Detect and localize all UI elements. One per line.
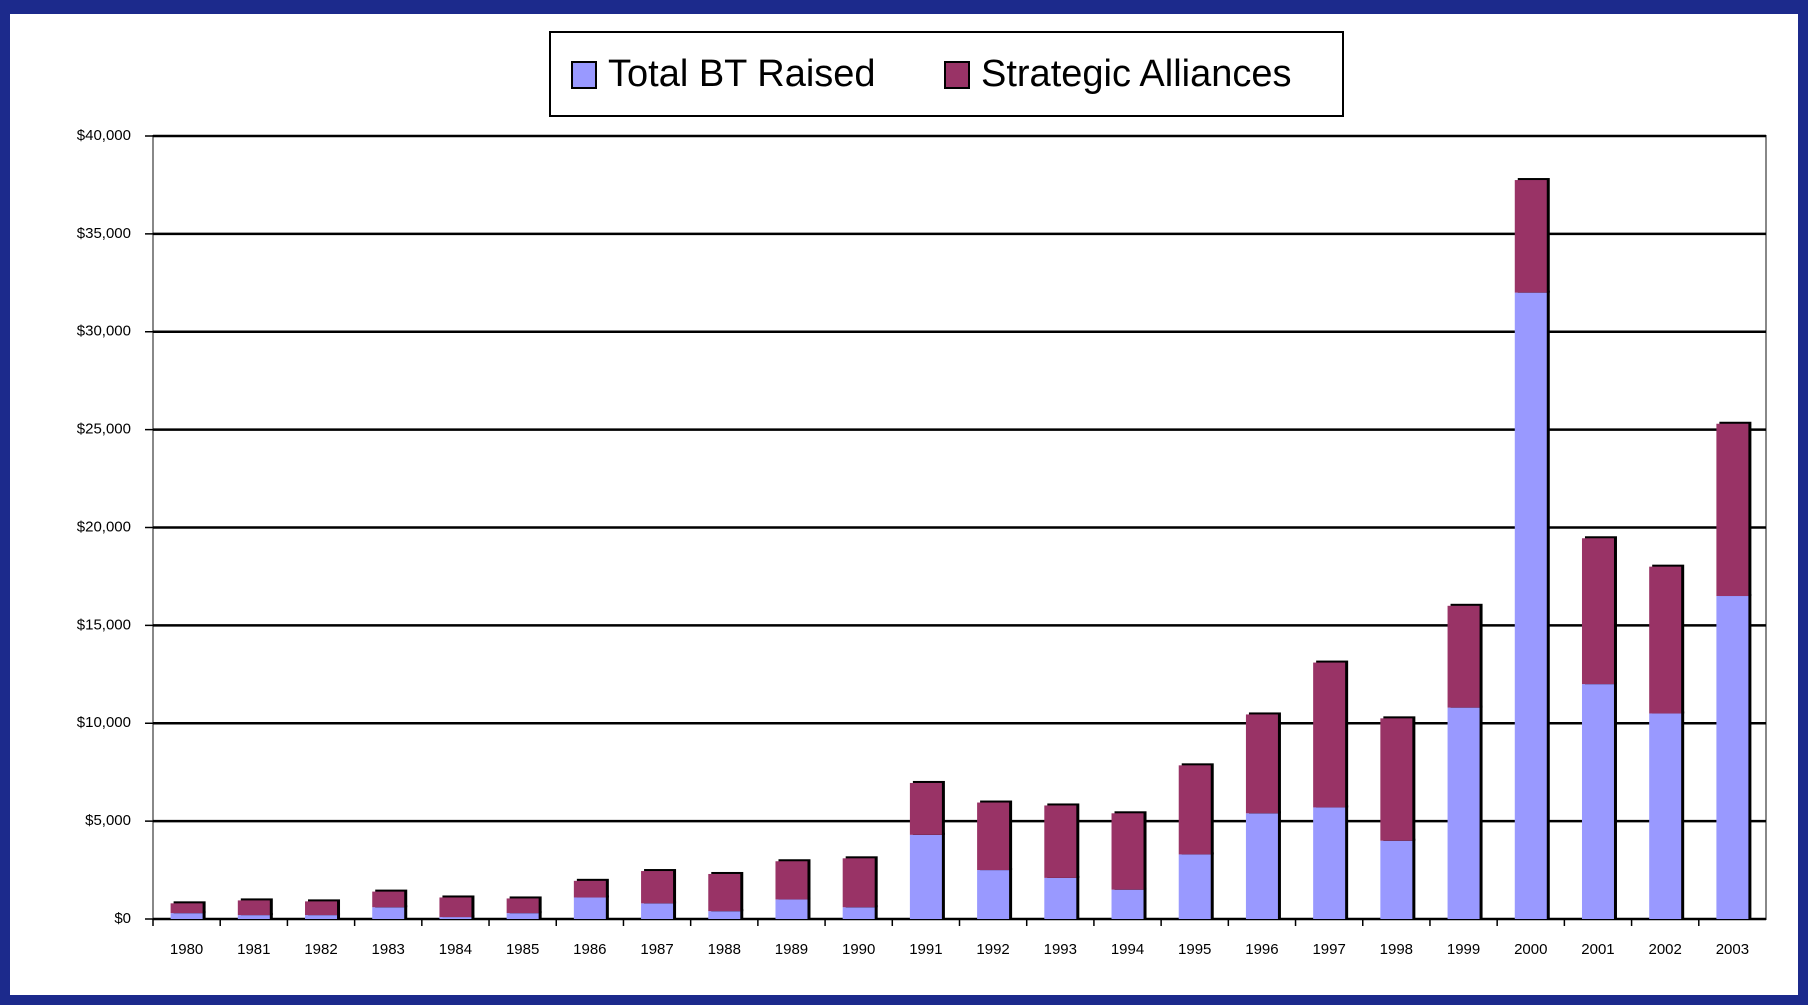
bar-segment	[708, 911, 741, 919]
bar-segment	[237, 900, 270, 916]
bar-segment	[641, 871, 674, 904]
bar-segment	[1380, 840, 1413, 919]
x-tick-label: 1987	[640, 941, 673, 958]
x-tick-label: 1997	[1312, 941, 1345, 958]
bar-segment	[1649, 566, 1682, 714]
bar-segment	[1178, 854, 1211, 919]
bar-segment	[1716, 596, 1749, 919]
bar-segment	[1581, 684, 1614, 919]
bar-segment	[775, 899, 808, 919]
y-tick-label: $15,000	[77, 616, 131, 633]
x-tick-label: 2002	[1649, 941, 1682, 958]
x-tick-label: 1996	[1245, 941, 1278, 958]
y-tick-label: $5,000	[85, 812, 131, 829]
x-tick-label: 2003	[1716, 941, 1749, 958]
bar-segment	[1178, 765, 1211, 855]
legend-label: Total BT Raised	[608, 53, 876, 95]
bar-segment	[1245, 714, 1278, 814]
bar-segment	[1649, 713, 1682, 919]
y-tick-label: $40,000	[77, 127, 131, 144]
bar-segment	[775, 861, 808, 900]
bar-segment	[1313, 662, 1346, 808]
bar-segment	[1380, 718, 1413, 841]
bar-segment	[977, 870, 1010, 919]
bar-segment	[909, 782, 942, 835]
x-tick-label: 1995	[1178, 941, 1211, 958]
bar-segment	[1313, 807, 1346, 919]
x-tick-label: 1988	[708, 941, 741, 958]
legend-swatch	[571, 61, 597, 89]
bar-segment	[1581, 538, 1614, 685]
x-tick-label: 1990	[842, 941, 875, 958]
y-tick-label: $20,000	[77, 518, 131, 535]
x-tick-label: 1991	[909, 941, 942, 958]
x-tick-label: 1992	[976, 941, 1009, 958]
bar-segment	[1044, 877, 1077, 919]
bar-segment	[977, 802, 1010, 871]
bar-segment	[439, 917, 472, 919]
bar-segment	[641, 903, 674, 919]
bar-segment	[573, 897, 606, 919]
y-tick-label: $0	[114, 910, 131, 927]
bar-segment	[237, 915, 270, 919]
x-tick-label: 1993	[1044, 941, 1077, 958]
bar-segment	[170, 913, 203, 919]
y-tick-label: $35,000	[77, 225, 131, 242]
x-tick-label: 1999	[1447, 941, 1480, 958]
legend-swatch	[944, 61, 970, 89]
bar-segment	[506, 913, 539, 919]
y-tick-label: $30,000	[77, 323, 131, 340]
x-tick-label: 1994	[1111, 941, 1144, 958]
bar-segment	[1447, 605, 1480, 708]
bar-segment	[170, 903, 203, 914]
x-tick-label: 1984	[439, 941, 472, 958]
y-tick-label: $10,000	[77, 714, 131, 731]
x-tick-label: 1982	[304, 941, 337, 958]
bar-segment	[1514, 180, 1547, 293]
bar-segment	[1514, 292, 1547, 920]
x-tick-label: 2001	[1581, 941, 1614, 958]
bar-segment	[573, 880, 606, 898]
bar-segment	[305, 901, 338, 916]
x-tick-label: 1981	[237, 941, 270, 958]
bar-segment	[506, 898, 539, 914]
bar-segment	[1111, 813, 1144, 890]
x-tick-label: 1980	[170, 941, 203, 958]
bar-segment	[305, 915, 338, 919]
bar-segment	[1716, 423, 1749, 597]
bar-segment	[1245, 813, 1278, 919]
bar-segment	[1447, 707, 1480, 919]
x-tick-label: 2000	[1514, 941, 1547, 958]
x-tick-label: 1998	[1380, 941, 1413, 958]
legend-label: Strategic Alliances	[981, 53, 1292, 95]
bar-segment	[1111, 889, 1144, 919]
y-tick-label: $25,000	[77, 421, 131, 438]
bar-segment	[909, 834, 942, 919]
chart-background	[10, 14, 1798, 995]
bar-segment	[842, 858, 875, 908]
x-tick-label: 1989	[775, 941, 808, 958]
bar-segment	[842, 907, 875, 919]
bar-segment	[708, 873, 741, 912]
x-tick-label: 1986	[573, 941, 606, 958]
bar-segment	[372, 907, 405, 919]
bar-segment	[439, 897, 472, 918]
bar-segment	[372, 891, 405, 908]
x-tick-label: 1985	[506, 941, 539, 958]
x-tick-label: 1983	[372, 941, 405, 958]
bar-segment	[1044, 805, 1077, 878]
